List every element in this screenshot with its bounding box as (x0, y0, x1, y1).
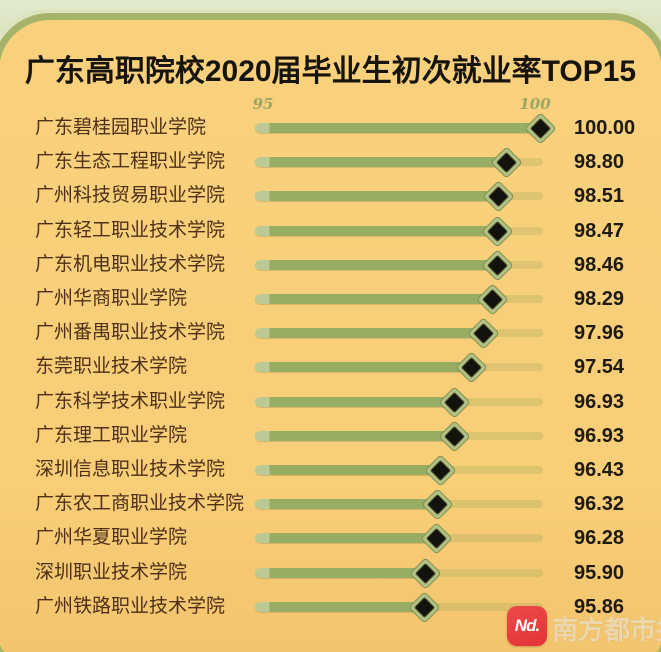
row-label: 深圳职业技术学院 (35, 562, 188, 583)
row-label: 广东碧桂园职业学院 (35, 117, 207, 138)
row-value: 98.47 (574, 220, 625, 242)
row-value: 98.46 (574, 254, 625, 276)
bar-fill (255, 397, 454, 407)
row-label: 深圳信息职业技术学院 (35, 459, 226, 480)
row-value: 98.80 (574, 151, 625, 173)
row-label: 广东轻工职业技术学院 (35, 220, 226, 241)
row-value: 96.32 (574, 493, 625, 515)
row-label: 广东农工商职业技术学院 (35, 493, 245, 514)
bar-fill (255, 362, 471, 372)
row-value: 97.96 (574, 322, 625, 344)
row-label: 广州科技贸易职业学院 (35, 185, 226, 206)
bar-fill (255, 602, 424, 612)
watermark-publisher: 南方都市报 (552, 615, 661, 645)
row-label: 广州铁路职业技术学院 (35, 596, 226, 617)
row-label: 广东机电职业技术学院 (35, 254, 226, 275)
bar-fill (255, 328, 483, 338)
row-label: 广东生态工程职业学院 (35, 151, 226, 172)
row-value: 96.93 (574, 391, 625, 413)
bar-fill (255, 123, 540, 133)
bar-fill (255, 499, 437, 509)
bar-fill (255, 260, 497, 270)
bar-fill (255, 191, 498, 201)
bar-fill (255, 465, 440, 475)
row-label: 广东理工职业学院 (35, 425, 188, 446)
nandu-logo-icon: Nd. (507, 606, 547, 646)
row-value: 100.00 (574, 117, 636, 139)
row-value: 98.51 (574, 185, 625, 207)
bar-fill (255, 568, 425, 578)
row-label: 东莞职业技术学院 (35, 356, 188, 377)
row-label: 广州番禺职业技术学院 (35, 322, 226, 343)
row-value: 96.28 (574, 527, 625, 549)
row-value: 97.54 (574, 356, 625, 378)
bar-fill (255, 157, 506, 167)
bar-fill (255, 294, 492, 304)
row-label: 广州华商职业学院 (35, 288, 188, 309)
row-label: 广州华夏职业学院 (35, 527, 188, 548)
row-value: 98.29 (574, 288, 625, 310)
row-value: 95.90 (574, 562, 625, 584)
row-value: 96.93 (574, 425, 625, 447)
bar-fill (255, 533, 436, 543)
bar-fill (255, 226, 497, 236)
row-value: 96.43 (574, 459, 625, 481)
axis-tick-95: 95 (252, 95, 274, 113)
row-value: 95.86 (574, 596, 625, 618)
chart-title: 广东高职院校2020届毕业生初次就业率TOP15 (24, 55, 637, 88)
nandu-logo-text: Nd. (514, 616, 540, 635)
bar-fill (255, 431, 454, 441)
axis-tick-100: 100 (519, 95, 551, 113)
row-label: 广东科学技术职业学院 (35, 391, 226, 412)
